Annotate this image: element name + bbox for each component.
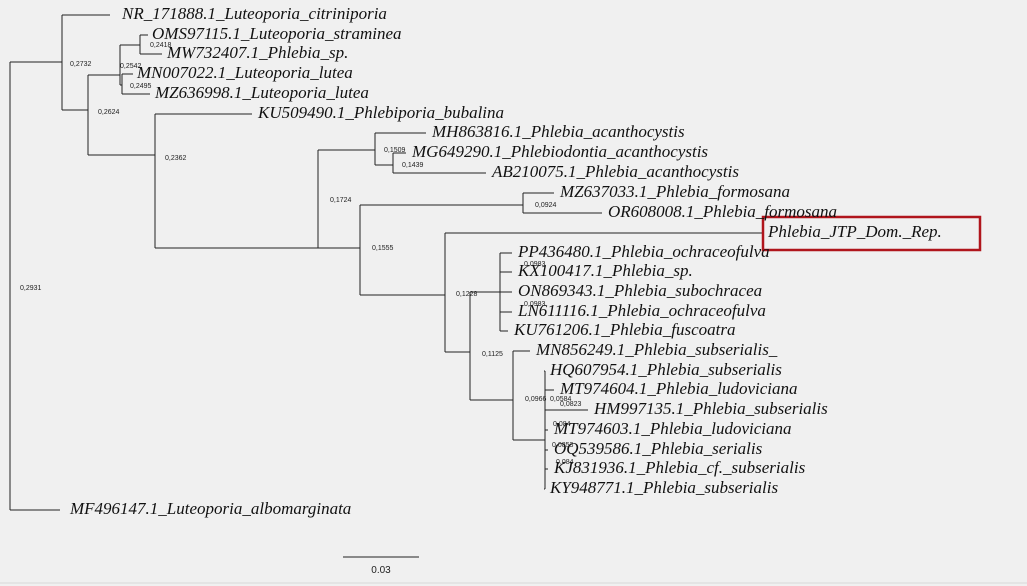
leaf-label: MW732407.1_Phlebia_sp. — [166, 43, 348, 62]
support-value: 0,2418 — [150, 42, 172, 49]
support-value: 0,2362 — [165, 155, 187, 162]
support-value: 0,2624 — [98, 109, 120, 116]
highlight-box — [761, 215, 982, 252]
leaf-label: OQ539586.1_Phlebia_serialis — [554, 439, 763, 458]
leaf-label: MG649290.1_Phlebiodontia_acanthocystis — [411, 142, 708, 161]
scale-label: 0.03 — [371, 565, 391, 576]
leaf-label: HM997135.1_Phlebia_subserialis — [593, 399, 828, 418]
support-value: 0,1555 — [372, 245, 394, 252]
support-value: 0,0584 — [550, 396, 572, 403]
leaf-label: KU761206.1_Phlebia_fuscoatra — [513, 320, 735, 339]
leaf-label: MN007022.1_Luteoporia_lutea — [136, 63, 353, 82]
leaf-label: MH863816.1_Phlebia_acanthocystis — [431, 122, 685, 141]
support-value: 0,2542 — [120, 63, 142, 70]
leaf-label: MN856249.1_Phlebia_subserialis_ — [535, 340, 778, 359]
leaf-label: KJ831936.1_Phlebia_cf._subserialis — [553, 458, 806, 477]
leaf-label: KX100417.1_Phlebia_sp. — [517, 261, 693, 280]
leaf-label: MT974603.1_Phlebia_ludoviciana — [553, 419, 792, 438]
support-value: 0,1724 — [330, 197, 352, 204]
leaf-label: MT974604.1_Phlebia_ludoviciana — [559, 379, 798, 398]
support-value: 0,0853 — [552, 442, 574, 449]
leaf-label: LN611116.1_Phlebia_ochraceofulva — [517, 301, 766, 320]
leaf-label: MZ637033.1_Phlebia_formosana — [559, 182, 790, 201]
leaf-label: HQ607954.1_Phlebia_subserialis — [549, 360, 782, 379]
leaf-label: OMS97115.1_Luteoporia_straminea — [152, 24, 402, 43]
support-value: 0,2931 — [20, 285, 42, 292]
support-value: 0,1509 — [384, 147, 406, 154]
support-value: 0,1228 — [456, 291, 478, 298]
leaf-label: AB210075.1_Phlebia_acanthocystis — [491, 162, 739, 181]
leaf-label: NR_171888.1_Luteoporia_citriniporia — [121, 4, 387, 23]
leaf-label: MF496147.1_Luteoporia_albomarginata — [69, 499, 351, 518]
support-value: 0,0983 — [524, 261, 546, 268]
leaf-label: KU509490.1_Phlebiporia_bubalina — [257, 103, 504, 122]
leaf-label: MZ636998.1_Luteoporia_lutea — [154, 83, 369, 102]
support-value: 0,084 — [556, 459, 574, 466]
support-value: 0,2495 — [130, 83, 152, 90]
leaf-label: Phlebia_JTP_Dom._Rep. — [767, 222, 942, 241]
support-value: 0,1439 — [402, 162, 424, 169]
support-value: 0,0823 — [560, 401, 582, 408]
leaf-label: PP436480.1_Phlebia_ochraceofulva — [517, 242, 770, 261]
support-value: 0,084 — [553, 421, 571, 428]
support-value: 0,1125 — [482, 351, 503, 358]
support-value: 0,0983 — [524, 301, 546, 308]
tree-branches — [9, 14, 762, 511]
support-value: 0,0924 — [535, 202, 557, 209]
leaf-label: OR608008.1_Phlebia_formosana — [608, 202, 837, 221]
support-value: 0,2732 — [70, 61, 92, 68]
leaf-label: ON869343.1_Phlebia_subochracea — [518, 281, 762, 300]
leaf-label: KY948771.1_Phlebia_subserialis — [549, 478, 778, 497]
support-value: 0,0966 — [525, 396, 547, 403]
